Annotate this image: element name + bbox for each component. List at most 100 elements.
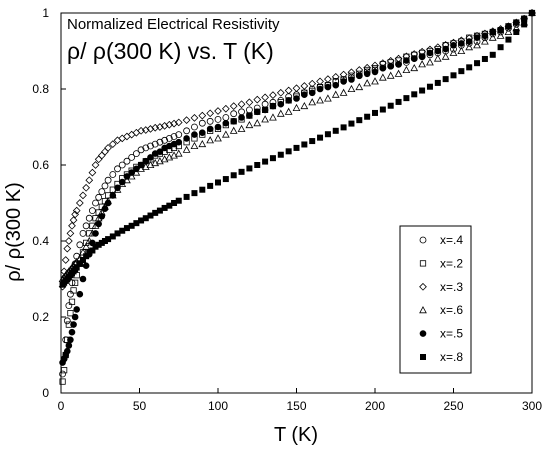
data-point — [141, 126, 150, 134]
legend-marker — [419, 306, 427, 314]
data-point — [308, 79, 317, 88]
data-point — [403, 95, 410, 102]
data-point — [489, 28, 497, 36]
data-point — [175, 138, 183, 146]
data-point — [473, 41, 481, 49]
data-point — [114, 165, 121, 173]
data-point — [410, 63, 419, 72]
y-tick-label: 1 — [42, 6, 49, 20]
data-point — [95, 241, 102, 248]
data-point — [63, 347, 71, 355]
data-point — [83, 239, 90, 246]
data-point — [214, 107, 222, 115]
legend-marker — [419, 282, 427, 291]
data-point — [230, 118, 237, 125]
data-point — [67, 310, 74, 317]
data-point — [474, 60, 481, 67]
data-point — [513, 19, 520, 26]
data-point — [301, 91, 308, 98]
data-point — [89, 247, 96, 254]
data-point — [83, 253, 90, 260]
data-point — [142, 157, 150, 165]
data-point — [426, 58, 434, 66]
data-point — [419, 87, 426, 94]
data-point — [238, 114, 245, 121]
data-point — [386, 71, 395, 79]
data-point — [277, 151, 284, 158]
data-point — [513, 29, 520, 35]
data-point — [174, 149, 183, 157]
data-point — [505, 36, 512, 43]
data-point — [198, 139, 207, 148]
data-point — [207, 182, 214, 189]
data-point — [221, 130, 230, 138]
data-point — [76, 290, 84, 298]
x-tick-label: 100 — [208, 399, 228, 413]
data-point — [142, 144, 150, 152]
data-point — [101, 182, 109, 190]
x-tick-label: 250 — [443, 399, 463, 413]
legend-label: x=.6 — [440, 303, 463, 317]
legend-marker — [420, 354, 426, 360]
data-point — [418, 60, 426, 68]
data-point — [151, 158, 160, 167]
data-point — [76, 241, 84, 249]
data-point — [426, 49, 434, 57]
legend-label: x=.4 — [440, 233, 463, 247]
data-point — [82, 242, 90, 250]
data-point — [198, 119, 206, 127]
data-point — [137, 146, 145, 154]
data-point — [123, 176, 131, 184]
data-point — [170, 119, 178, 128]
data-point — [68, 221, 76, 230]
data-point — [82, 222, 90, 230]
data-point — [347, 68, 356, 77]
data-point — [331, 72, 340, 81]
data-point — [73, 264, 80, 271]
data-point — [82, 183, 90, 192]
data-point — [92, 243, 99, 250]
data-point — [72, 206, 81, 215]
y-tick-label: 0 — [42, 386, 49, 400]
data-point — [309, 138, 316, 145]
data-point — [73, 306, 80, 313]
data-point — [199, 129, 206, 136]
series-x=.8 — [59, 10, 535, 288]
data-point — [147, 212, 154, 219]
data-point — [246, 165, 253, 172]
data-point — [372, 109, 378, 116]
data-point — [70, 321, 77, 328]
data-point — [466, 64, 473, 71]
data-point — [165, 134, 173, 142]
data-point — [379, 64, 387, 72]
data-point — [269, 155, 276, 162]
data-point — [132, 150, 140, 158]
data-point — [316, 96, 324, 104]
y-tick-label: 0.8 — [32, 82, 49, 96]
data-point — [114, 184, 121, 192]
data-point — [395, 98, 402, 105]
data-point — [151, 140, 159, 148]
data-point — [133, 165, 140, 173]
data-point — [75, 199, 84, 207]
data-point — [529, 10, 535, 16]
data-point — [215, 179, 221, 186]
data-point — [65, 342, 73, 349]
data-point — [88, 168, 97, 177]
data-point — [156, 138, 164, 146]
data-point — [229, 126, 238, 134]
data-point — [146, 125, 155, 133]
data-point — [261, 93, 269, 102]
data-point — [254, 162, 261, 168]
data-point — [230, 172, 237, 179]
data-point — [293, 95, 300, 102]
data-point — [114, 230, 121, 237]
legend-marker — [419, 236, 427, 244]
data-point — [418, 53, 426, 60]
data-point — [229, 102, 238, 110]
data-point — [410, 55, 418, 62]
data-point — [245, 98, 254, 107]
data-point — [98, 188, 106, 196]
data-point — [355, 82, 364, 91]
data-point — [92, 199, 99, 207]
